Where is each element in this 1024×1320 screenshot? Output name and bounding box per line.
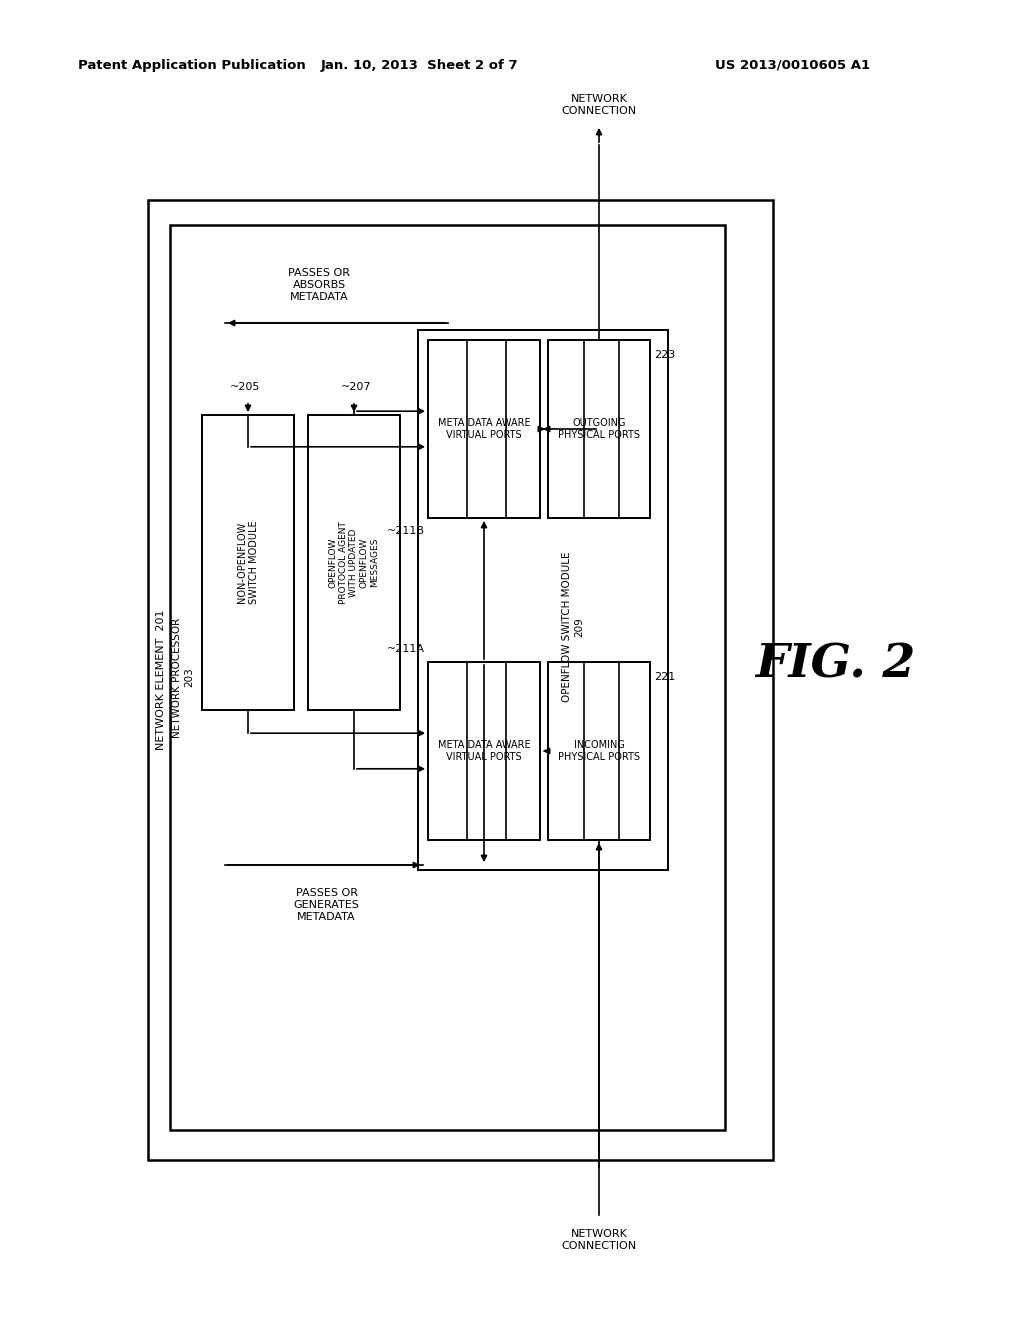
Bar: [428, 663, 540, 840]
Text: US 2013/0010605 A1: US 2013/0010605 A1: [715, 58, 870, 71]
Bar: [148, 201, 773, 1160]
Text: OPENFLOW
PROTOCOL AGENT
WITH UPDATED
OPENFLOW
MESSAGES: OPENFLOW PROTOCOL AGENT WITH UPDATED OPE…: [329, 521, 379, 605]
Text: NON-OPENFLOW
SWITCH MODULE: NON-OPENFLOW SWITCH MODULE: [238, 520, 259, 605]
Bar: [308, 414, 400, 710]
Text: Jan. 10, 2013  Sheet 2 of 7: Jan. 10, 2013 Sheet 2 of 7: [322, 58, 519, 71]
Text: FIG. 2: FIG. 2: [755, 642, 915, 688]
Text: OUTGOING
PHYSICAL PORTS: OUTGOING PHYSICAL PORTS: [558, 418, 640, 440]
Bar: [428, 341, 540, 517]
Text: NETWORK ELEMENT  201: NETWORK ELEMENT 201: [156, 610, 166, 750]
Text: Patent Application Publication: Patent Application Publication: [78, 58, 306, 71]
Text: ~211A: ~211A: [387, 644, 425, 653]
Text: PASSES OR
GENERATES
METADATA: PASSES OR GENERATES METADATA: [294, 888, 359, 921]
Text: 221: 221: [654, 672, 675, 682]
Bar: [548, 663, 650, 840]
Bar: [418, 330, 668, 870]
Text: META DATA AWARE
VIRTUAL PORTS: META DATA AWARE VIRTUAL PORTS: [437, 418, 530, 440]
Bar: [548, 341, 650, 517]
Text: ~207: ~207: [341, 381, 372, 392]
Text: 223: 223: [654, 350, 675, 360]
Text: INCOMING
PHYSICAL PORTS: INCOMING PHYSICAL PORTS: [558, 741, 640, 762]
Text: NETWORK
CONNECTION: NETWORK CONNECTION: [561, 1229, 637, 1251]
Text: OPENFLOW SWITCH MODULE
209: OPENFLOW SWITCH MODULE 209: [562, 552, 584, 702]
Text: PASSES OR
ABSORBS
METADATA: PASSES OR ABSORBS METADATA: [288, 268, 350, 301]
Text: ~211B: ~211B: [387, 525, 425, 536]
Text: NETWORK PROCESSOR
203: NETWORK PROCESSOR 203: [172, 618, 194, 738]
Bar: [202, 414, 294, 710]
Text: NETWORK
CONNECTION: NETWORK CONNECTION: [561, 94, 637, 116]
Text: ~205: ~205: [229, 381, 260, 392]
Bar: [170, 224, 725, 1130]
Text: META DATA AWARE
VIRTUAL PORTS: META DATA AWARE VIRTUAL PORTS: [437, 741, 530, 762]
